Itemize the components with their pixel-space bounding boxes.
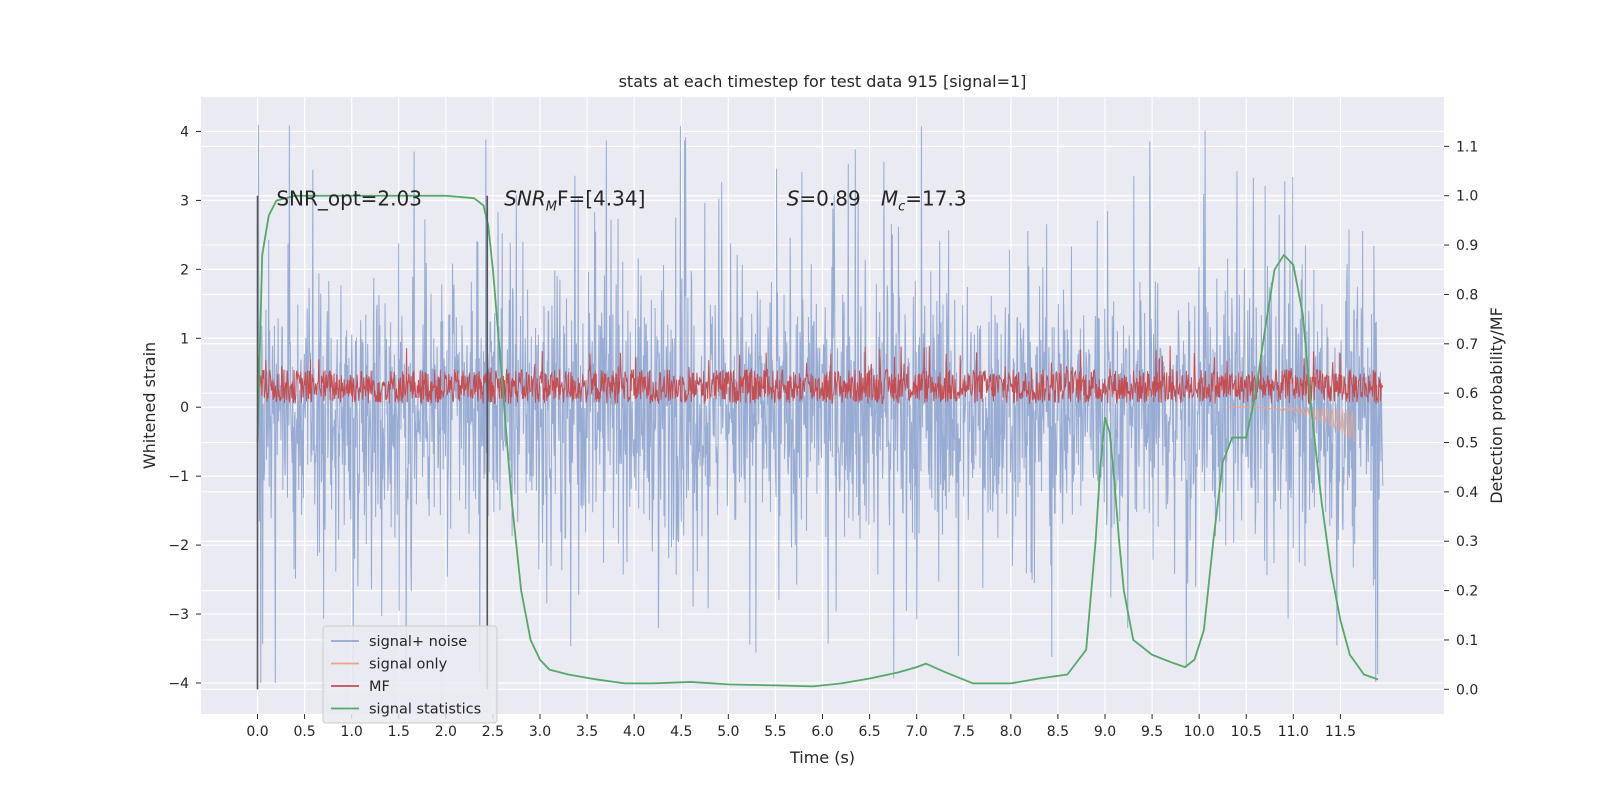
signal-statistics-series bbox=[256, 194, 1379, 688]
x-tick-label: 8.0 bbox=[1000, 724, 1022, 740]
snr-mf-subscript: M bbox=[546, 200, 557, 215]
mc-annotation: Mc=17.3 bbox=[881, 187, 967, 215]
signal-noise-series bbox=[257, 125, 1384, 683]
x-tick-label: 2.5 bbox=[482, 724, 504, 740]
y-tick-label: 1 bbox=[180, 331, 189, 347]
s-annotation: S=0.89 bbox=[787, 187, 861, 211]
s-main: S bbox=[787, 187, 800, 211]
y-tick-label: −1 bbox=[168, 469, 189, 485]
legend-label: signal+ noise bbox=[369, 634, 467, 650]
y-tick-label: 0 bbox=[180, 400, 189, 416]
legend-label: MF bbox=[369, 679, 390, 695]
x-tick-label: 7.5 bbox=[953, 724, 975, 740]
x-tick-label: 8.5 bbox=[1047, 724, 1069, 740]
y2-axis-label: Detection probability/MF bbox=[1487, 307, 1506, 504]
x-tick-label: 10.0 bbox=[1184, 724, 1215, 740]
signal-only-series bbox=[1227, 405, 1356, 442]
snr-mf-main: SNR bbox=[504, 187, 546, 211]
y-tick-label: −2 bbox=[168, 538, 189, 554]
mc-rest: =17.3 bbox=[905, 187, 966, 211]
legend-label: signal statistics bbox=[369, 702, 481, 718]
x-tick-label: 1.0 bbox=[341, 724, 363, 740]
y2-tick-label: 0.1 bbox=[1456, 633, 1478, 649]
y-tick-label: 4 bbox=[180, 124, 189, 140]
y2-tick-label: 0.2 bbox=[1456, 584, 1478, 600]
y2-tick-label: 0.5 bbox=[1456, 436, 1478, 452]
x-tick-label: 9.0 bbox=[1094, 724, 1116, 740]
x-tick-label: 11.5 bbox=[1325, 724, 1356, 740]
snr-mf-rest: F=[4.34] bbox=[557, 187, 645, 211]
y-tick-label: −3 bbox=[168, 607, 189, 623]
legend: signal+ noise signal only MF signal statist… bbox=[322, 625, 498, 724]
x-tick-label: 2.0 bbox=[435, 724, 457, 740]
snr-mf-annotation: SNRMF=[4.34] bbox=[504, 187, 645, 215]
x-tick-label: 9.5 bbox=[1141, 724, 1163, 740]
y2-tick-label: 0.4 bbox=[1456, 485, 1478, 501]
x-tick-label: 3.5 bbox=[576, 724, 598, 740]
x-tick-label: 11.0 bbox=[1278, 724, 1309, 740]
y2-tick-label: 1.1 bbox=[1456, 139, 1478, 155]
x-tick-label: 10.5 bbox=[1231, 724, 1262, 740]
y2-tick-label: 0.0 bbox=[1456, 682, 1478, 698]
series-layer bbox=[256, 125, 1384, 688]
y2-tick-label: 0.8 bbox=[1456, 287, 1478, 303]
snr-opt-annotation: SNR_opt=2.03 bbox=[276, 187, 422, 211]
x-tick-label: 5.5 bbox=[764, 724, 786, 740]
x-tick-label: 1.5 bbox=[388, 724, 410, 740]
y-tick-label: 3 bbox=[180, 193, 189, 209]
y-tick-label: 2 bbox=[180, 262, 189, 278]
legend-box bbox=[322, 625, 498, 724]
legend-label: signal only bbox=[369, 657, 448, 673]
y-tick-label: −4 bbox=[168, 676, 189, 692]
annotations: SNR_opt=2.03 SNRMF=[4.34] S=0.89 Mc=17.3 bbox=[276, 187, 966, 215]
mc-subscript: c bbox=[898, 200, 905, 215]
chart-title: stats at each timestep for test data 915… bbox=[619, 72, 1027, 91]
window-markers bbox=[256, 195, 489, 690]
y2-tick-label: 1.0 bbox=[1456, 189, 1478, 205]
s-rest: =0.89 bbox=[799, 187, 860, 211]
x-tick-label: 7.0 bbox=[906, 724, 928, 740]
x-tick-label: 3.0 bbox=[529, 724, 551, 740]
x-tick-label: 6.0 bbox=[811, 724, 833, 740]
axis-layer: 0.0 0.5 1.0 1.5 2.0 2.5 3.0 3.5 4.0 4.5 5.0 5.5 6.0 6… bbox=[168, 124, 1478, 740]
x-tick-label: 4.5 bbox=[670, 724, 692, 740]
x-axis-label: Time (s) bbox=[789, 748, 855, 767]
y2-tick-label: 0.6 bbox=[1456, 386, 1478, 402]
y-axis-label: Whitened strain bbox=[140, 342, 159, 469]
x-tick-label: 5.0 bbox=[717, 724, 739, 740]
mc-main: M bbox=[881, 187, 898, 211]
y2-tick-label: 0.7 bbox=[1456, 337, 1478, 353]
x-tick-label: 4.0 bbox=[623, 724, 645, 740]
mf-series bbox=[257, 345, 1384, 405]
x-tick-label: 0.0 bbox=[246, 724, 268, 740]
x-tick-label: 6.5 bbox=[858, 724, 880, 740]
y2-tick-label: 0.3 bbox=[1456, 534, 1478, 550]
x-tick-label: 0.5 bbox=[293, 724, 315, 740]
y2-tick-label: 0.9 bbox=[1456, 238, 1478, 254]
